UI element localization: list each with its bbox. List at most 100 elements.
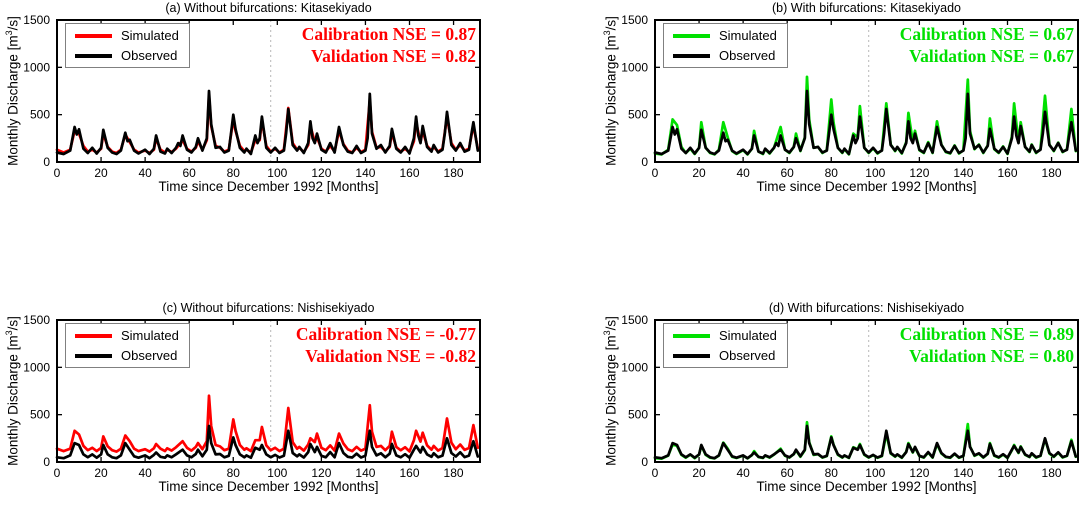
svg-text:60: 60 — [781, 166, 795, 180]
panel-d-with-bifurcations-nishisekiyado: (d) With bifurcations: Nishisekiyado Mon… — [598, 300, 1088, 506]
legend: Simulated Observed — [65, 23, 190, 68]
svg-text:160: 160 — [399, 166, 419, 180]
panel-title: (d) With bifurcations: Nishisekiyado — [768, 301, 965, 315]
svg-text:60: 60 — [183, 466, 197, 480]
svg-text:100: 100 — [267, 466, 287, 480]
svg-text:1000: 1000 — [621, 360, 648, 374]
x-axis-label: Time since December 1992 [Months] — [756, 479, 977, 494]
svg-text:0: 0 — [54, 466, 61, 480]
svg-text:140: 140 — [355, 466, 375, 480]
svg-text:0: 0 — [652, 166, 659, 180]
svg-text:120: 120 — [311, 466, 331, 480]
y-axis-label: Monthly Discharge [m3/s] — [3, 16, 21, 166]
validation-nse-text: Validation NSE = 0.82 — [311, 46, 476, 66]
svg-text:0: 0 — [652, 466, 659, 480]
svg-text:40: 40 — [736, 466, 750, 480]
svg-text:1000: 1000 — [23, 60, 50, 74]
svg-text:500: 500 — [30, 408, 50, 422]
legend-label-observed: Observed — [719, 348, 776, 363]
calibration-nse-text: Calibration NSE = 0.89 — [899, 324, 1074, 344]
x-axis-label: Time since December 1992 [Months] — [158, 179, 379, 194]
svg-text:100: 100 — [865, 166, 885, 180]
legend-label-simulated: Simulated — [121, 328, 179, 343]
svg-text:1000: 1000 — [23, 360, 50, 374]
svg-text:160: 160 — [997, 466, 1017, 480]
legend-label-observed: Observed — [121, 348, 178, 363]
legend-row-simulated: Simulated — [673, 329, 777, 342]
observed-line-swatch — [75, 53, 112, 58]
svg-text:500: 500 — [628, 108, 648, 122]
x-axis-label: Time since December 1992 [Months] — [756, 179, 977, 194]
svg-text:140: 140 — [953, 466, 973, 480]
svg-text:120: 120 — [909, 166, 929, 180]
observed-line-swatch — [673, 53, 710, 58]
svg-text:20: 20 — [692, 466, 706, 480]
calibration-nse-text: Calibration NSE = 0.87 — [301, 24, 476, 44]
svg-text:500: 500 — [628, 408, 648, 422]
legend-row-observed: Observed — [673, 49, 777, 62]
svg-text:40: 40 — [736, 166, 750, 180]
svg-text:120: 120 — [909, 466, 929, 480]
legend: Simulated Observed — [663, 323, 788, 368]
panel-title: (c) Without bifurcations: Nishisekiyado — [162, 301, 375, 315]
svg-text:20: 20 — [94, 466, 108, 480]
legend-row-observed: Observed — [75, 349, 179, 362]
nse-annotation: Calibration NSE = 0.87 Validation NSE = … — [302, 23, 476, 67]
svg-text:80: 80 — [825, 466, 839, 480]
svg-text:160: 160 — [997, 166, 1017, 180]
simulated-line-swatch — [75, 33, 112, 38]
chart-area: 0 20 40 60 80 100 120 140 160 180 0 500 1000 1500 — [23, 13, 481, 180]
validation-nse-text: Validation NSE = 0.67 — [909, 46, 1074, 66]
y-axis-label: Monthly Discharge [m3/s] — [601, 16, 619, 166]
svg-text:1500: 1500 — [621, 313, 648, 327]
chart-area: 0 20 40 60 80 100 120 140 160 180 0 500 1000 1500 — [23, 313, 481, 480]
svg-text:140: 140 — [953, 166, 973, 180]
panel-a-without-bifurcations-kitasekiyado: (a) Without bifurcations: Kitasekiyado M… — [0, 0, 490, 206]
legend-label-simulated: Simulated — [719, 328, 777, 343]
svg-text:180: 180 — [444, 166, 464, 180]
legend-label-simulated: Simulated — [121, 28, 179, 43]
simulated-line-swatch — [673, 333, 710, 338]
nse-annotation: Calibration NSE = -0.77 Validation NSE =… — [296, 323, 476, 367]
nse-annotation: Calibration NSE = 0.67 Validation NSE = … — [900, 23, 1074, 67]
panel-c-without-bifurcations-nishisekiyado: (c) Without bifurcations: Nishisekiyado … — [0, 300, 490, 506]
panel-b-with-bifurcations-kitasekiyado: (b) With bifurcations: Kitasekiyado Mont… — [598, 0, 1088, 206]
legend-row-simulated: Simulated — [673, 29, 777, 42]
validation-nse-text: Validation NSE = 0.80 — [909, 346, 1074, 366]
legend-label-simulated: Simulated — [719, 28, 777, 43]
legend-row-simulated: Simulated — [75, 329, 179, 342]
svg-text:60: 60 — [781, 466, 795, 480]
svg-text:40: 40 — [138, 166, 152, 180]
svg-text:1500: 1500 — [23, 13, 50, 27]
svg-text:20: 20 — [94, 166, 108, 180]
svg-text:80: 80 — [227, 466, 241, 480]
svg-text:140: 140 — [355, 166, 375, 180]
svg-text:1500: 1500 — [621, 13, 648, 27]
y-axis-label: Monthly Discharge [m3/s] — [3, 316, 21, 466]
svg-text:0: 0 — [641, 155, 648, 169]
legend-row-simulated: Simulated — [75, 29, 179, 42]
svg-text:0: 0 — [43, 455, 50, 469]
panel-title: (a) Without bifurcations: Kitasekiyado — [165, 1, 372, 15]
svg-text:120: 120 — [311, 166, 331, 180]
svg-text:1500: 1500 — [23, 313, 50, 327]
svg-text:160: 160 — [399, 466, 419, 480]
svg-text:0: 0 — [43, 155, 50, 169]
svg-text:60: 60 — [183, 166, 197, 180]
observed-line-swatch — [75, 353, 112, 358]
chart-area: 0 20 40 60 80 100 120 140 160 180 0 500 1000 1500 — [621, 313, 1079, 480]
chart-area: 0 20 40 60 80 100 120 140 160 180 0 500 1000 1500 — [621, 13, 1079, 180]
svg-text:1000: 1000 — [621, 60, 648, 74]
svg-text:40: 40 — [138, 466, 152, 480]
validation-nse-text: Validation NSE = -0.82 — [305, 346, 476, 366]
svg-text:180: 180 — [444, 466, 464, 480]
x-axis-label: Time since December 1992 [Months] — [158, 479, 379, 494]
svg-text:0: 0 — [641, 455, 648, 469]
legend-label-observed: Observed — [121, 48, 178, 63]
observed-line-swatch — [673, 353, 710, 358]
legend: Simulated Observed — [65, 323, 190, 368]
simulated-line-swatch — [673, 33, 710, 38]
y-axis-label: Monthly Discharge [m3/s] — [601, 316, 619, 466]
calibration-nse-text: Calibration NSE = -0.77 — [295, 324, 476, 344]
